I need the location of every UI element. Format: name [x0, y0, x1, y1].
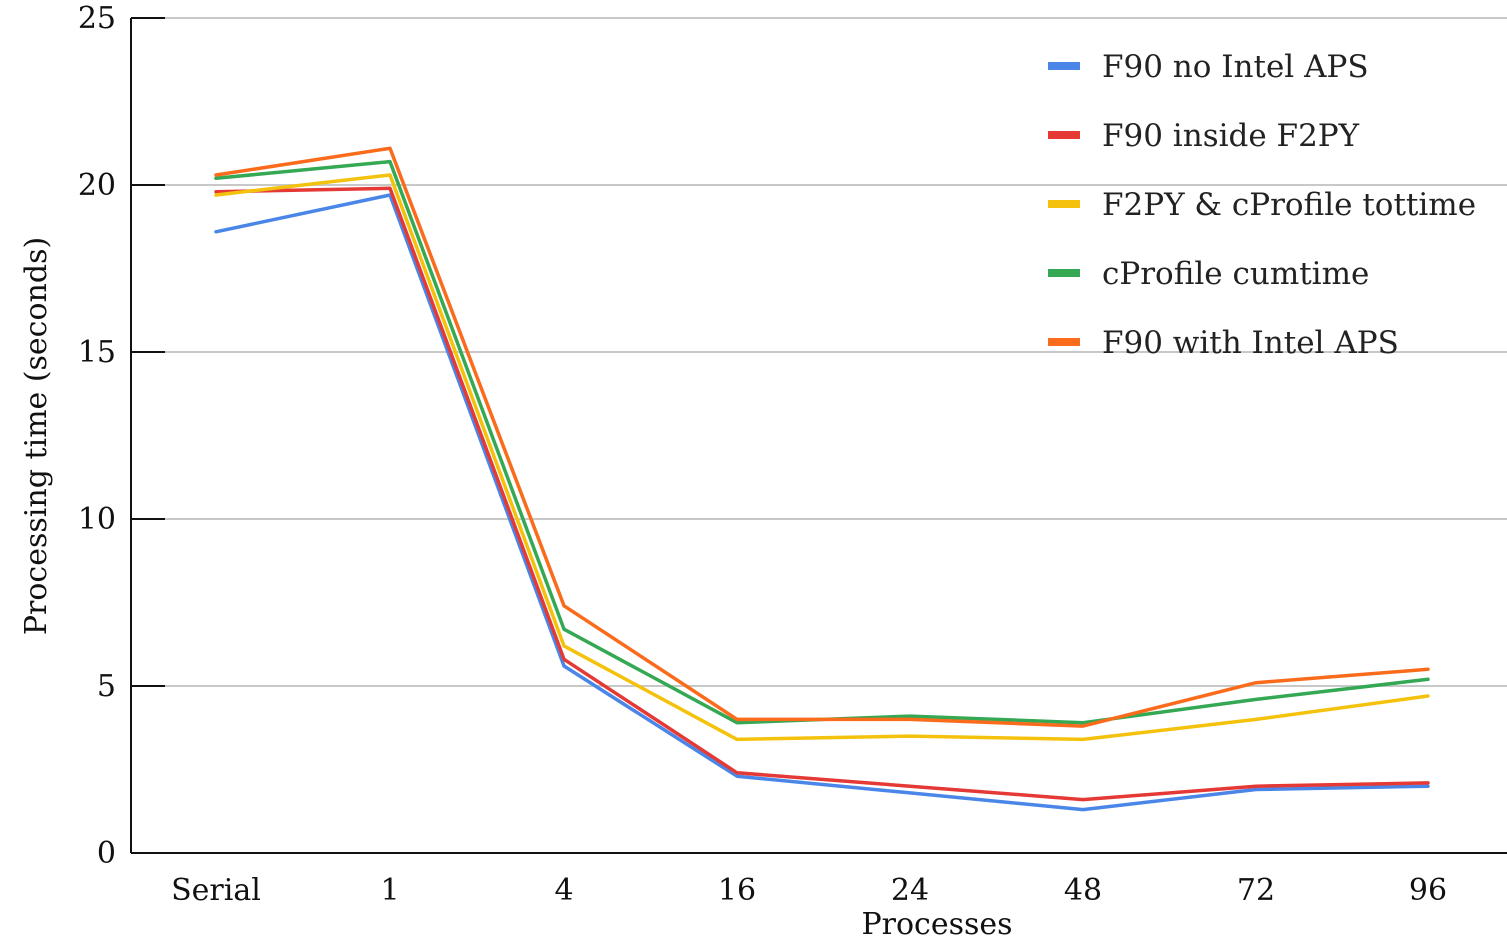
y-tick-label: 25: [78, 1, 116, 36]
legend: F90 no Intel APS F90 inside F2PY F2PY & cP…: [1048, 49, 1476, 361]
y-axis-title: Processing time (seconds): [19, 237, 54, 635]
y-tick-label: 5: [97, 669, 116, 704]
y-tick-label: 0: [97, 836, 116, 871]
legend-label: F90 inside F2PY: [1102, 118, 1360, 154]
x-tick-label: 4: [554, 873, 573, 908]
x-tick-labels: Serial 1 4 16 24 48 72 96: [171, 873, 1447, 908]
x-tick-label: 16: [718, 873, 756, 908]
series-line-3: [214, 173, 1430, 742]
x-tick-label: Serial: [171, 873, 261, 908]
series-line-5: [214, 146, 1430, 728]
legend-label: F90 with Intel APS: [1102, 325, 1399, 361]
gridlines: [131, 17, 1507, 687]
series-line-2: [214, 186, 1430, 802]
x-tick-label: 96: [1409, 873, 1447, 908]
x-tick-label: 72: [1237, 873, 1275, 908]
legend-label: F90 no Intel APS: [1102, 49, 1369, 85]
y-tick-labels: 0 5 10 15 20 25: [78, 1, 165, 871]
y-tick-label: 15: [78, 335, 116, 370]
legend-label: cProfile cumtime: [1102, 256, 1369, 292]
legend-label: F2PY & cProfile tottime: [1102, 187, 1476, 223]
series-lines: [214, 146, 1430, 812]
y-tick-label: 10: [78, 502, 116, 537]
axes: [130, 18, 1507, 854]
series-line-4: [214, 159, 1430, 725]
y-tick-label: 20: [78, 168, 116, 203]
x-axis-title: Processes: [861, 907, 1012, 940]
x-tick-label: 24: [891, 873, 929, 908]
x-tick-label: 48: [1064, 873, 1102, 908]
x-tick-label: 1: [380, 873, 399, 908]
series-line-1: [214, 193, 1430, 812]
